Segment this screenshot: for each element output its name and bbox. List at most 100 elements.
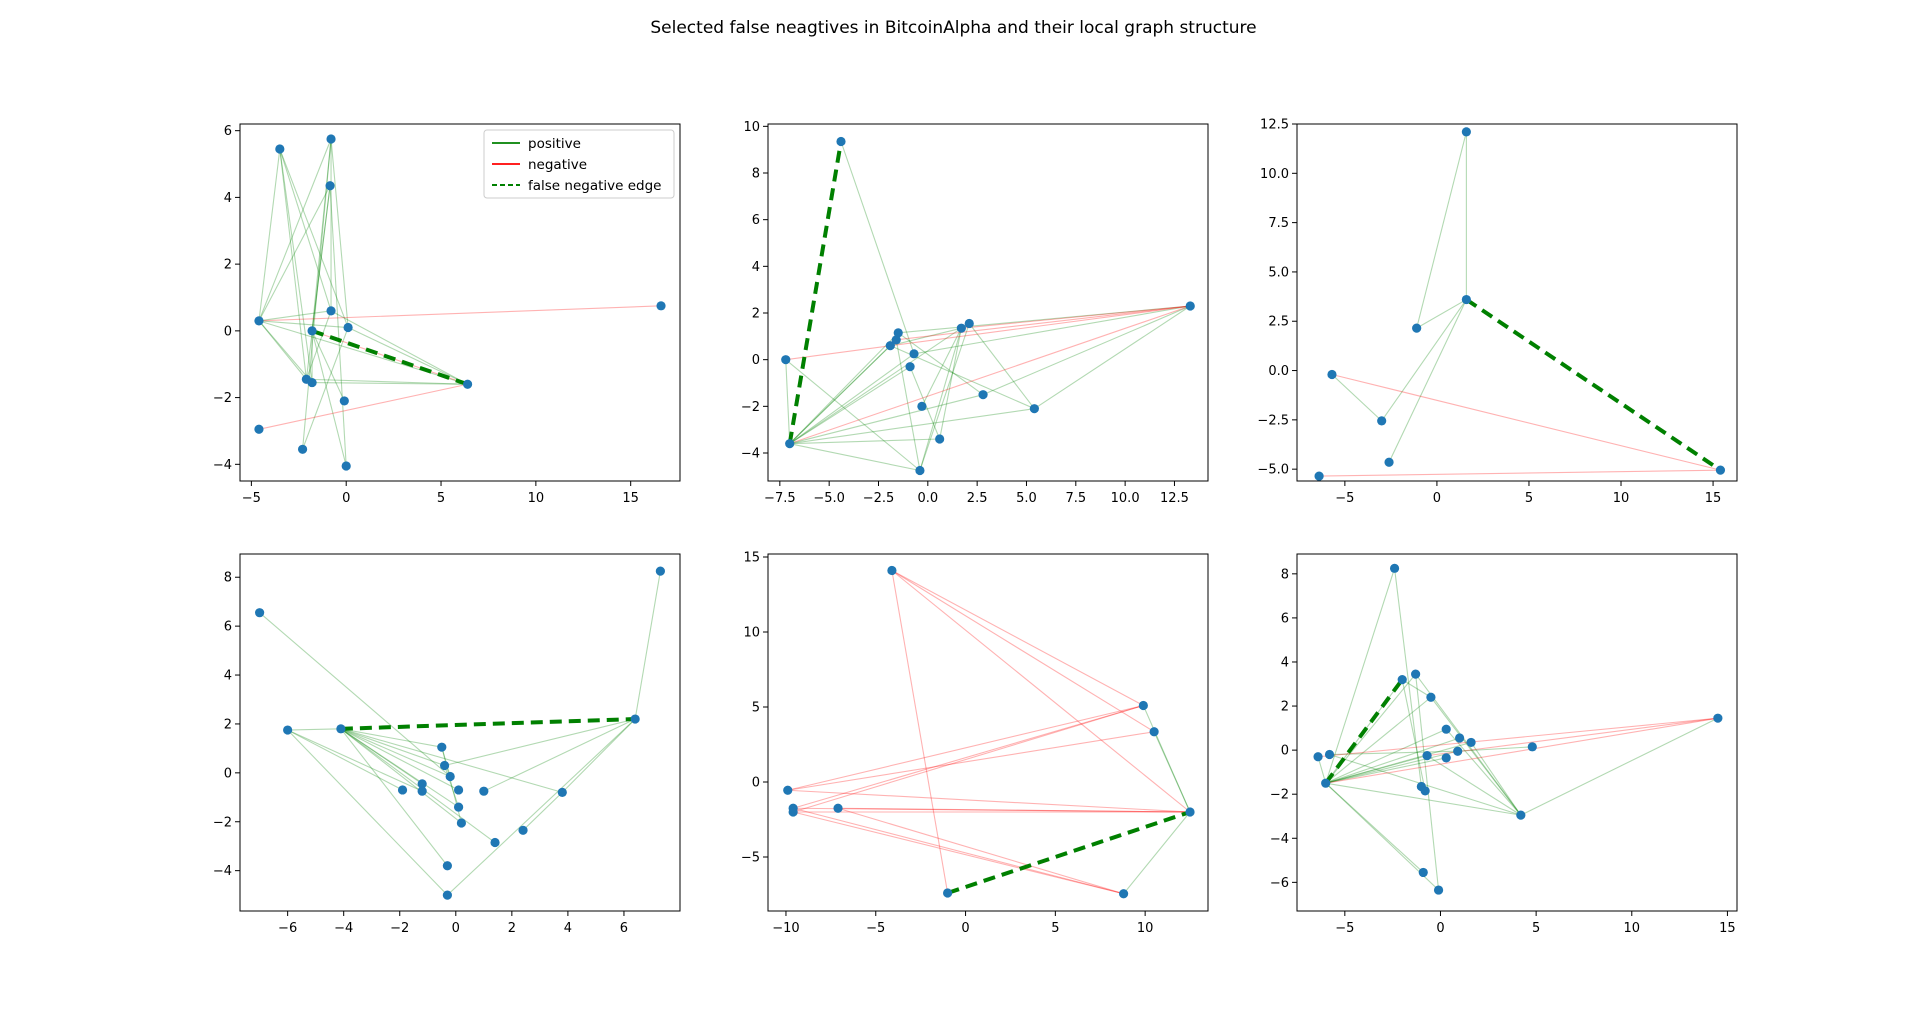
positive-edge <box>1325 568 1396 784</box>
graph-node <box>1420 786 1430 796</box>
positive-edge <box>287 729 403 791</box>
graph-node <box>275 144 285 154</box>
negative-edge <box>1317 717 1718 758</box>
positive-edge <box>1123 811 1191 895</box>
positive-edge <box>522 792 563 831</box>
graph-node <box>326 306 336 316</box>
negative-edge <box>787 731 1155 791</box>
positive-edge <box>340 728 445 767</box>
graph-node <box>254 424 264 434</box>
y-tick-label: 4 <box>752 260 760 275</box>
y-tick-label: 6 <box>752 213 760 228</box>
positive-edge <box>287 728 341 731</box>
positive-edge <box>258 320 307 380</box>
graph-node <box>915 465 925 476</box>
positive-edge <box>897 332 984 396</box>
positive-edge <box>982 305 1191 396</box>
x-tick-label: −5 <box>242 491 261 506</box>
positive-edge <box>444 765 460 808</box>
edges <box>1317 568 1719 891</box>
x-tick-label: −6 <box>278 921 297 936</box>
positive-edge <box>789 408 1035 445</box>
x-tick-label: −5.0 <box>813 491 845 506</box>
y-tick-label: 0 <box>224 324 232 339</box>
graph-node <box>1138 700 1148 711</box>
positive-edge <box>330 138 349 328</box>
x-tick-label: 6 <box>620 921 628 936</box>
legend-label-1: positive <box>528 136 581 152</box>
graph-node <box>1324 749 1335 760</box>
x-tick-label: 5 <box>437 491 445 506</box>
y-tick-label: 0 <box>752 353 760 368</box>
x-tick-label: −10 <box>772 921 799 936</box>
positive-edge <box>483 718 636 792</box>
positive-edge <box>1325 728 1447 784</box>
x-tick-label: −5 <box>866 921 885 936</box>
positive-edge <box>302 138 332 450</box>
positive-edge <box>789 394 984 445</box>
axes-frame <box>239 123 681 482</box>
graph-node <box>1527 742 1537 752</box>
axes-frame <box>239 553 681 912</box>
graph-node <box>917 401 927 411</box>
graph-node <box>1433 885 1444 895</box>
graph-node <box>397 785 408 795</box>
graph-node <box>656 301 666 311</box>
nodes <box>255 566 665 900</box>
positive-edge <box>1325 750 1458 784</box>
positive-edge <box>312 382 468 385</box>
edges <box>1319 131 1722 477</box>
positive-edge <box>1325 782 1521 816</box>
x-tick-label: 2.5 <box>967 491 988 506</box>
positive-edge <box>311 185 331 331</box>
y-tick-label: 8 <box>752 167 760 182</box>
positive-edge <box>258 320 313 383</box>
graph-node <box>630 714 640 724</box>
x-tick-label: 0 <box>1436 921 1444 936</box>
figure-title: Selected false neagtives in BitcoinAlpha… <box>650 18 1256 38</box>
legend-label-2: negative <box>528 157 587 173</box>
graph-node <box>783 785 793 795</box>
positive-edge <box>789 443 921 472</box>
positive-edge <box>561 718 636 793</box>
nodes <box>1314 127 1726 481</box>
positive-edge <box>302 327 349 450</box>
positive-edge <box>968 323 1035 410</box>
positive-edge <box>789 339 897 445</box>
graph-node <box>307 377 317 388</box>
y-tick-label: −5 <box>741 851 760 866</box>
x-tick-label: 5 <box>1525 491 1533 506</box>
positive-edge <box>1381 299 1467 422</box>
graph-node <box>490 837 500 848</box>
negative-edge <box>785 305 1191 361</box>
x-tick-label: −5 <box>1335 491 1354 506</box>
graph-node <box>1715 465 1726 475</box>
graph-node <box>297 444 308 454</box>
subplot-4: −6 −4 −2 0 2 4 6 −4 −2 0 2 4 6 8 <box>213 553 681 936</box>
graph-node <box>1384 457 1394 467</box>
graph-node <box>1461 294 1471 305</box>
positive-edge <box>789 438 940 445</box>
graph-node <box>935 434 945 444</box>
edges <box>259 571 661 896</box>
legend-label-3: false negative edge <box>528 178 662 194</box>
positive-edge <box>311 138 332 331</box>
graph-node <box>1185 301 1195 311</box>
x-tick-label: 4 <box>564 921 572 936</box>
graph-node <box>1455 733 1465 743</box>
x-tick-label: 0.0 <box>917 491 938 506</box>
subplot-3: −5 0 5 10 15 −5.0 −2.5 0.0 2.5 5.0 7.5 10.0 12.5 <box>1257 118 1738 506</box>
legend-box <box>483 129 675 199</box>
graph-node <box>885 341 895 351</box>
subplot-1: −5 0 5 10 15 −4 −2 0 2 4 6 <box>213 123 681 506</box>
positive-edge <box>447 718 636 896</box>
positive-edge <box>1325 755 1428 784</box>
y-tick-label: 4 <box>1281 655 1289 670</box>
subplot-5: −10 −5 0 5 10 −5 0 5 10 15 <box>741 551 1209 936</box>
false-negative-edge <box>311 328 469 387</box>
positive-edge <box>258 320 468 385</box>
graph-node <box>417 786 427 796</box>
positive-edge <box>1325 782 1424 873</box>
graph-node <box>891 335 901 345</box>
graph-node <box>1461 127 1471 137</box>
